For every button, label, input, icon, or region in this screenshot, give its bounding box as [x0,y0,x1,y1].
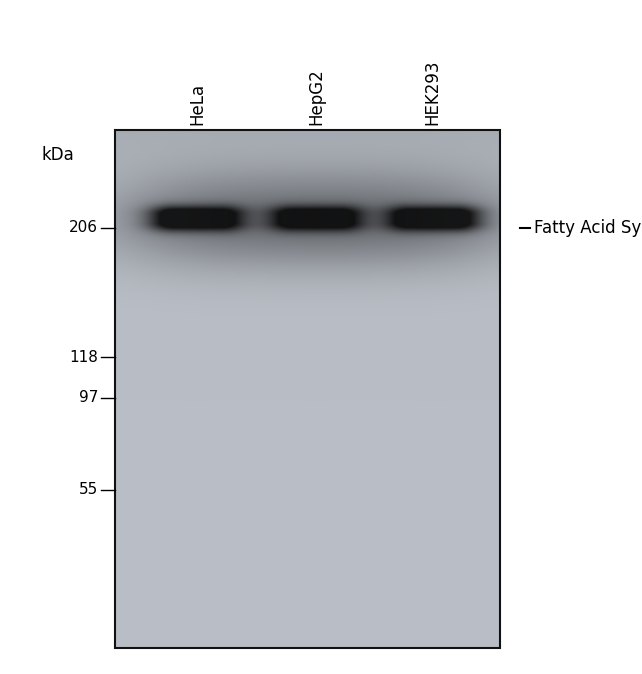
Text: 206: 206 [69,220,98,235]
Text: kDa: kDa [42,146,74,164]
Text: 55: 55 [79,483,98,497]
Text: HEK293: HEK293 [423,59,441,125]
Text: 118: 118 [69,350,98,365]
Text: HepG2: HepG2 [307,68,325,125]
Text: Fatty Acid Synthase: Fatty Acid Synthase [534,219,642,237]
Bar [115,130,500,648]
Text: HeLa: HeLa [188,83,206,125]
Text: 97: 97 [78,390,98,406]
